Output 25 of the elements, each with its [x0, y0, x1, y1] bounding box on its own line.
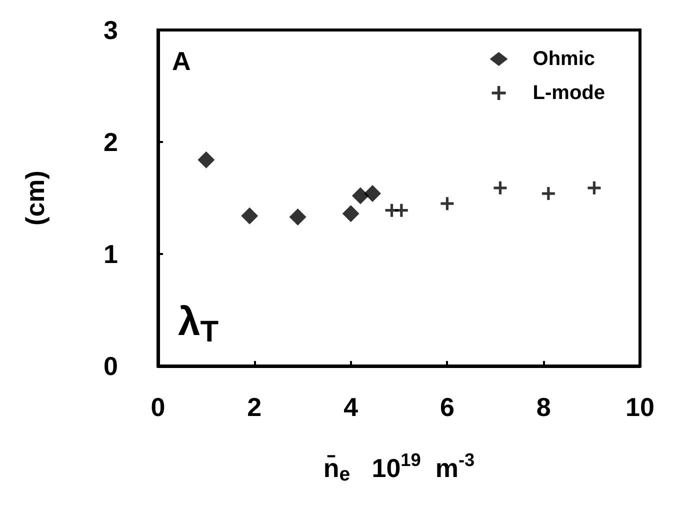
x-tick-label: 2 [247, 392, 262, 422]
point [342, 205, 360, 222]
point [364, 185, 381, 202]
point [394, 204, 408, 217]
y-tick-label: 1 [104, 239, 118, 269]
annotation: A [172, 46, 191, 76]
y-tick-label: 2 [104, 127, 118, 157]
point [588, 181, 601, 194]
y-tick-label: 0 [104, 351, 118, 381]
point [494, 181, 507, 194]
point [289, 208, 306, 226]
x-tick-label: 10 [626, 392, 654, 422]
point [352, 187, 369, 204]
legend-label: L-mode [532, 82, 605, 104]
x-tick-label: 6 [440, 392, 454, 422]
point [440, 197, 454, 210]
x-tick-label: 0 [150, 392, 166, 422]
y-axis-title: (cm) [20, 170, 50, 226]
y-tick-label: 3 [104, 15, 118, 45]
point [542, 187, 555, 200]
point [198, 151, 215, 168]
legend-label: Ohmic [532, 48, 596, 70]
x-tick-label: 4 [344, 392, 359, 422]
x-tick-label: 8 [536, 392, 551, 422]
point [241, 207, 258, 224]
